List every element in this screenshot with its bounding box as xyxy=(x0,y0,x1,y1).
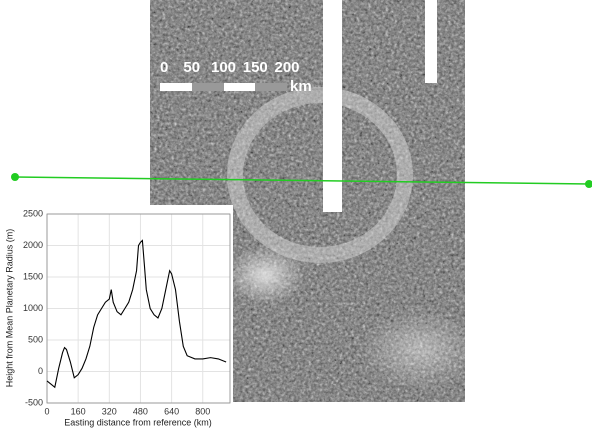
y-axis-label: Height from Mean Planetary Radius (m) xyxy=(4,229,14,388)
y-tick-label: 2000 xyxy=(23,240,43,250)
y-tick-label: 1500 xyxy=(23,271,43,281)
x-tick-label: 480 xyxy=(133,406,148,416)
y-tick-label: 0 xyxy=(38,366,43,376)
x-tick-label: 0 xyxy=(44,406,49,416)
y-tick-label: -500 xyxy=(25,397,43,407)
scale-label: 50 xyxy=(183,59,200,76)
figure: Easting distance from reference (km) Hei… xyxy=(0,0,592,431)
y-tick-label: 500 xyxy=(28,334,43,344)
y-tick-label: 2500 xyxy=(23,208,43,218)
scale-label: 150 xyxy=(243,59,268,76)
scale-label: 100 xyxy=(211,59,236,76)
scale-unit: km xyxy=(290,78,312,95)
scale-label: 0 xyxy=(160,59,168,76)
scale-label: 200 xyxy=(274,59,299,76)
x-tick-label: 320 xyxy=(102,406,117,416)
x-tick-label: 160 xyxy=(71,406,86,416)
x-tick-label: 640 xyxy=(164,406,179,416)
x-axis-label: Easting distance from reference (km) xyxy=(64,417,212,427)
y-tick-label: 1000 xyxy=(23,303,43,313)
scale-bar xyxy=(160,83,287,91)
x-tick-label: 800 xyxy=(195,406,210,416)
